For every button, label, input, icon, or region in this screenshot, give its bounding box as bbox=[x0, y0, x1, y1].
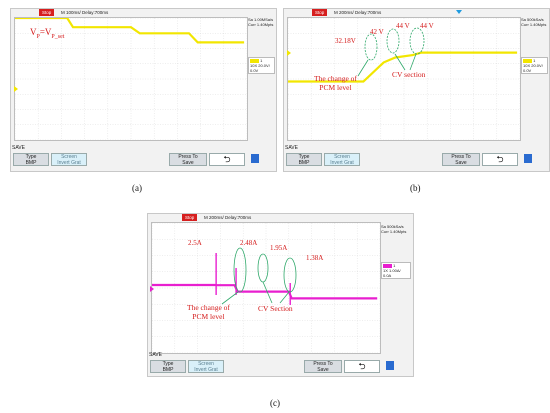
annotation-44v-2: 44 V bbox=[420, 22, 434, 30]
channel-probe: 1X bbox=[383, 268, 388, 273]
type-softkey[interactable]: Type BMP bbox=[13, 153, 49, 166]
type-softkey[interactable]: Type BMP bbox=[150, 360, 186, 373]
channel-number: 1 bbox=[393, 263, 396, 268]
channel-number: 1 bbox=[533, 58, 536, 63]
back-arrow-button[interactable]: ⮌ bbox=[482, 153, 518, 166]
annotation-42v: 42 V bbox=[370, 28, 384, 36]
sample-rate: Sa 500kSa/s bbox=[381, 224, 404, 229]
screen-softkey[interactable]: Screen Invert Grat bbox=[188, 360, 224, 373]
scope-panel-a: Stop M 100ms/ Delay:700ms Sa 1.00MSa/s C… bbox=[10, 8, 277, 172]
waveform-screen-a bbox=[14, 17, 248, 141]
callout-cv-section-c: CV Section bbox=[258, 304, 293, 313]
trigger-position-marker bbox=[456, 10, 462, 14]
channel-offset: 0.0A bbox=[383, 273, 392, 278]
screen-softkey[interactable]: Screen Invert Grat bbox=[324, 153, 360, 166]
annotation-vp-eq-vpset: VP=VP_set bbox=[30, 27, 65, 40]
channel-chip bbox=[523, 58, 532, 63]
stop-badge: Stop bbox=[39, 9, 55, 16]
back-arrow-button[interactable]: ⮌ bbox=[209, 153, 245, 166]
press-to-save-softkey[interactable]: Press To Save bbox=[304, 360, 342, 373]
network-icon bbox=[386, 361, 394, 370]
trigger-level-marker bbox=[287, 50, 291, 56]
waveform-trace bbox=[15, 18, 245, 44]
scope-topbar: Stop M 200ms/ Delay:700ms bbox=[284, 9, 549, 16]
waveform-trace bbox=[152, 283, 378, 300]
channel-offset: 0.0V bbox=[250, 68, 259, 73]
annotation-44v-1: 44 V bbox=[396, 22, 410, 30]
timebase-readout: M 200ms/ Delay:700ms bbox=[204, 215, 252, 220]
network-icon bbox=[251, 154, 259, 163]
annotation-1-38a: 1.38A bbox=[306, 254, 324, 262]
scope-topbar: Stop M 200ms/ Delay:700ms bbox=[148, 214, 413, 221]
channel-chip bbox=[250, 58, 259, 63]
channel-volt: 1.00A/ bbox=[389, 268, 401, 273]
sample-rate: Sa 1.00MSa/s bbox=[248, 17, 274, 22]
memory-depth: Curr 1.40Mpts bbox=[521, 22, 547, 27]
scope-panel-c: Stop M 200ms/ Delay:700ms Sa 500kSa/s Cu… bbox=[147, 213, 414, 377]
callout-cv-section-b: CV section bbox=[392, 70, 426, 79]
stop-badge: Stop bbox=[182, 214, 198, 221]
waveform-plot-a bbox=[15, 18, 247, 140]
annotation-2-5a: 2.5A bbox=[188, 239, 202, 247]
timebase-readout: M 200ms/ Delay:700ms bbox=[334, 10, 382, 15]
channel-volt: 20.0V/ bbox=[258, 63, 270, 68]
save-label: SAVE bbox=[149, 352, 162, 358]
caption-b: (b) bbox=[410, 183, 421, 193]
side-panel-a: Sa 1.00MSa/s Curr 1.40Mpts 1 10X 20.0V/ … bbox=[248, 17, 275, 75]
trigger-level-marker bbox=[150, 286, 154, 292]
caption-c: (c) bbox=[270, 398, 280, 408]
stop-badge: Stop bbox=[312, 9, 328, 16]
annotation-1-95a: 1.95A bbox=[270, 244, 288, 252]
callout-change-pcm-b: The change of PCM level bbox=[314, 74, 357, 92]
softkey-bar-c: SAVE Type BMP Screen Invert Grat Press To S… bbox=[148, 350, 413, 376]
trigger-level-marker bbox=[14, 86, 18, 92]
screen-softkey[interactable]: Screen Invert Grat bbox=[51, 153, 87, 166]
back-arrow-button[interactable]: ⮌ bbox=[344, 360, 380, 373]
waveform-screen-b bbox=[287, 17, 521, 141]
channel-info-c: 1 1X 1.00A/ 0.0A bbox=[381, 262, 411, 279]
channel-offset: 0.0V bbox=[523, 68, 532, 73]
channel-volt: 20.0V/ bbox=[531, 63, 543, 68]
side-panel-b: Sa 500kSa/s Curr 1.40Mpts 1 10X 20.0V/ 0… bbox=[521, 17, 548, 75]
channel-chip bbox=[383, 263, 392, 268]
callout-change-pcm-c: The change of PCM level bbox=[187, 303, 230, 321]
network-icon bbox=[524, 154, 532, 163]
softkey-bar-b: SAVE Type BMP Screen Invert Grat Press To S… bbox=[284, 145, 549, 171]
type-softkey[interactable]: Type BMP bbox=[286, 153, 322, 166]
annotation-32-18v: 32.18V bbox=[335, 37, 356, 45]
sample-rate: Sa 500kSa/s bbox=[521, 17, 544, 22]
caption-a: (a) bbox=[132, 183, 142, 193]
annotation-2-48a: 2.48A bbox=[240, 239, 258, 247]
save-label: SAVE bbox=[12, 145, 25, 151]
channel-probe: 10X bbox=[250, 63, 258, 68]
channel-info-a: 1 10X 20.0V/ 0.0V bbox=[248, 57, 275, 74]
memory-depth: Curr 1.40Mpts bbox=[248, 22, 274, 27]
press-to-save-softkey[interactable]: Press To Save bbox=[442, 153, 480, 166]
channel-probe: 10X bbox=[523, 63, 531, 68]
press-to-save-softkey[interactable]: Press To Save bbox=[169, 153, 207, 166]
memory-depth: Curr 1.40Mpts bbox=[381, 229, 407, 234]
timebase-readout: M 100ms/ Delay:700ms bbox=[61, 10, 109, 15]
waveform-plot-c bbox=[152, 223, 380, 353]
scope-topbar: Stop M 100ms/ Delay:700ms bbox=[11, 9, 276, 16]
scope-panel-b: Stop M 200ms/ Delay:700ms Sa 500kSa/s Cu… bbox=[283, 8, 550, 172]
waveform-screen-c bbox=[151, 222, 381, 354]
channel-number: 1 bbox=[260, 58, 263, 63]
softkey-bar-a: SAVE Type BMP Screen Invert Grat Press To S… bbox=[11, 145, 276, 171]
channel-info-b: 1 10X 20.0V/ 0.0V bbox=[521, 57, 548, 74]
side-panel-c: Sa 500kSa/s Curr 1.40Mpts 1 1X 1.00A/ 0.… bbox=[381, 224, 411, 280]
save-label: SAVE bbox=[285, 145, 298, 151]
